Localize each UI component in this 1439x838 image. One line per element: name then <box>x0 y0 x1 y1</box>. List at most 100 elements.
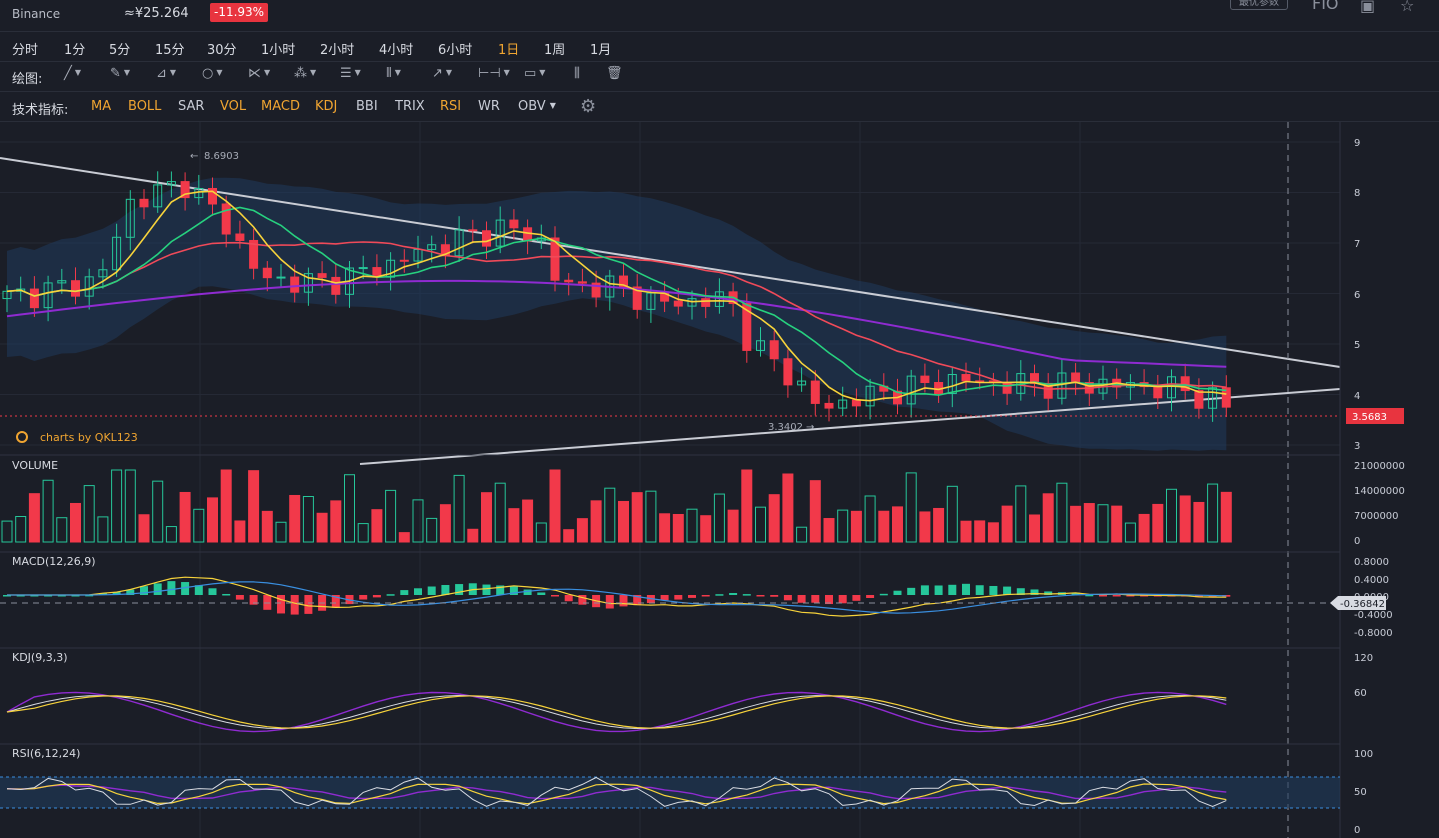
volume-bar <box>1 520 13 543</box>
timeframe-tab[interactable]: 15分 <box>155 43 185 58</box>
indicator-trix[interactable]: TRIX <box>395 99 425 114</box>
macd-bar <box>112 592 121 595</box>
volume-bar <box>412 499 424 543</box>
indicator-vol[interactable]: VOL <box>220 99 247 114</box>
measure-icon[interactable]: ⊢⊣ ▼ <box>478 66 510 81</box>
macd-bar <box>907 587 916 595</box>
timeframe-tab[interactable]: 6小时 <box>438 43 473 58</box>
candle-body <box>112 236 122 271</box>
timeframe-tab-active[interactable]: 1日 <box>498 43 520 58</box>
star-icon[interactable]: ☆ <box>1400 0 1415 15</box>
indicator-macd[interactable]: MACD <box>261 99 300 114</box>
indicator-bbi[interactable]: BBI <box>356 99 378 114</box>
indicator-obv-label: OBV <box>518 99 546 114</box>
volume-bar <box>97 516 109 543</box>
macd-bar <box>838 595 847 604</box>
macd-bar <box>427 586 436 595</box>
cursor-value-label: -0.36842 <box>1340 599 1385 610</box>
volume-bar <box>618 500 629 543</box>
candle-body <box>523 227 533 242</box>
volume-bar <box>1207 483 1219 543</box>
macd-bar <box>509 586 518 595</box>
trend-line-lower[interactable] <box>359 388 1341 465</box>
kdj-tick: 60 <box>1354 688 1367 699</box>
macd-bar <box>660 595 669 601</box>
timeframe-tab[interactable]: 5分 <box>109 43 131 58</box>
candle-body <box>43 282 53 309</box>
macd-bar <box>140 586 148 595</box>
volume-bar <box>179 491 191 543</box>
macd-bar <box>770 595 779 597</box>
pattern-icon[interactable]: ⁂ ▼ <box>294 66 317 81</box>
candle-body <box>906 375 916 405</box>
indicator-kdj[interactable]: KDJ <box>315 99 338 114</box>
timeframe-tab[interactable]: 1分 <box>64 43 86 58</box>
volume-bar <box>28 493 40 543</box>
candle-body <box>290 276 300 293</box>
candle-body <box>235 233 245 241</box>
macd-bar <box>441 584 450 595</box>
macd-bar <box>934 585 943 595</box>
ray-icon[interactable]: ⊿ ▼ <box>156 66 177 81</box>
indicator-bar: 技术指标: MA BOLL SAR VOL MACD KDJ BBI TRIX … <box>0 92 1439 122</box>
volume-bar <box>549 469 561 543</box>
trend-line-icon[interactable]: ╱ ▼ <box>64 66 81 81</box>
comment-icon[interactable]: ▭ ▼ <box>524 66 546 81</box>
indicator-sar[interactable]: SAR <box>178 99 205 114</box>
rsi-12-line <box>6 783 1227 805</box>
indicator-wr[interactable]: WR <box>478 99 500 114</box>
macd-bar <box>1222 595 1231 597</box>
candle-body <box>71 280 80 297</box>
timeframe-tab[interactable]: 30分 <box>207 43 237 58</box>
indicator-obv[interactable]: OBV ▼ <box>518 99 556 114</box>
fib-icon[interactable]: ☰ ▼ <box>340 66 361 81</box>
volume-bar <box>850 510 862 543</box>
macd-bar <box>16 595 25 597</box>
candle-body <box>701 298 711 307</box>
volume-bar <box>42 479 54 543</box>
timeframe-tab[interactable]: 2小时 <box>320 43 355 58</box>
candle-body <box>1194 390 1204 409</box>
bars-icon[interactable]: ⦀ ▼ <box>386 66 401 81</box>
trash-icon[interactable]: 🗑 <box>606 66 623 81</box>
candle-body <box>468 229 478 232</box>
timeframe-tab[interactable]: 1周 <box>544 43 566 58</box>
timeframe-tab[interactable]: 1小时 <box>261 43 296 58</box>
trend-line-upper[interactable] <box>0 157 1341 368</box>
volume-bar <box>1042 493 1054 543</box>
macd-bar <box>879 593 888 596</box>
zigzag-icon[interactable]: ⋉ ▼ <box>248 66 271 81</box>
indicator-boll[interactable]: BOLL <box>128 99 162 114</box>
arrow-icon[interactable]: ↗ ▼ <box>432 66 453 81</box>
screenshot-icon[interactable]: ▣ <box>1360 0 1376 15</box>
optimize-params-button[interactable]: 最优参数 <box>1230 0 1288 10</box>
chart-tool-icon[interactable]: ⫼ <box>574 66 580 81</box>
volume-bar <box>357 523 369 543</box>
timeframe-tab[interactable]: 1月 <box>590 43 612 58</box>
pen-icon[interactable]: ✎ ▼ <box>110 66 131 81</box>
volume-bar <box>1138 513 1150 543</box>
circle-icon[interactable]: ○ ▼ <box>202 66 223 81</box>
macd-tick: -0.4000 <box>1354 610 1393 621</box>
candle-body <box>358 267 368 270</box>
volume-bar <box>302 495 314 543</box>
gear-icon[interactable]: ⚙ <box>580 96 597 117</box>
candle-body <box>166 181 176 186</box>
macd-bar <box>30 595 39 597</box>
candle-body <box>1208 387 1218 409</box>
ma-line-purple <box>6 279 1227 368</box>
timeframe-tab[interactable]: 分时 <box>12 43 39 58</box>
timeframe-tab[interactable]: 4小时 <box>379 43 414 58</box>
macd-bar <box>797 595 806 603</box>
candle-body <box>303 273 313 293</box>
volume-bar <box>467 528 479 543</box>
candle-body <box>1153 386 1163 399</box>
indicator-rsi[interactable]: RSI <box>440 99 462 114</box>
indicator-ma[interactable]: MA <box>91 99 112 114</box>
price-tick: 9 <box>1354 138 1360 149</box>
volume-bar <box>371 509 383 543</box>
macd-bar <box>359 595 368 600</box>
candle-body <box>742 303 752 351</box>
price-chart[interactable]: 9 8 7 6 5 4 3 3.5683 ← 8.6903 3.3402 → c… <box>0 122 1439 838</box>
volume-bar <box>1097 504 1109 543</box>
